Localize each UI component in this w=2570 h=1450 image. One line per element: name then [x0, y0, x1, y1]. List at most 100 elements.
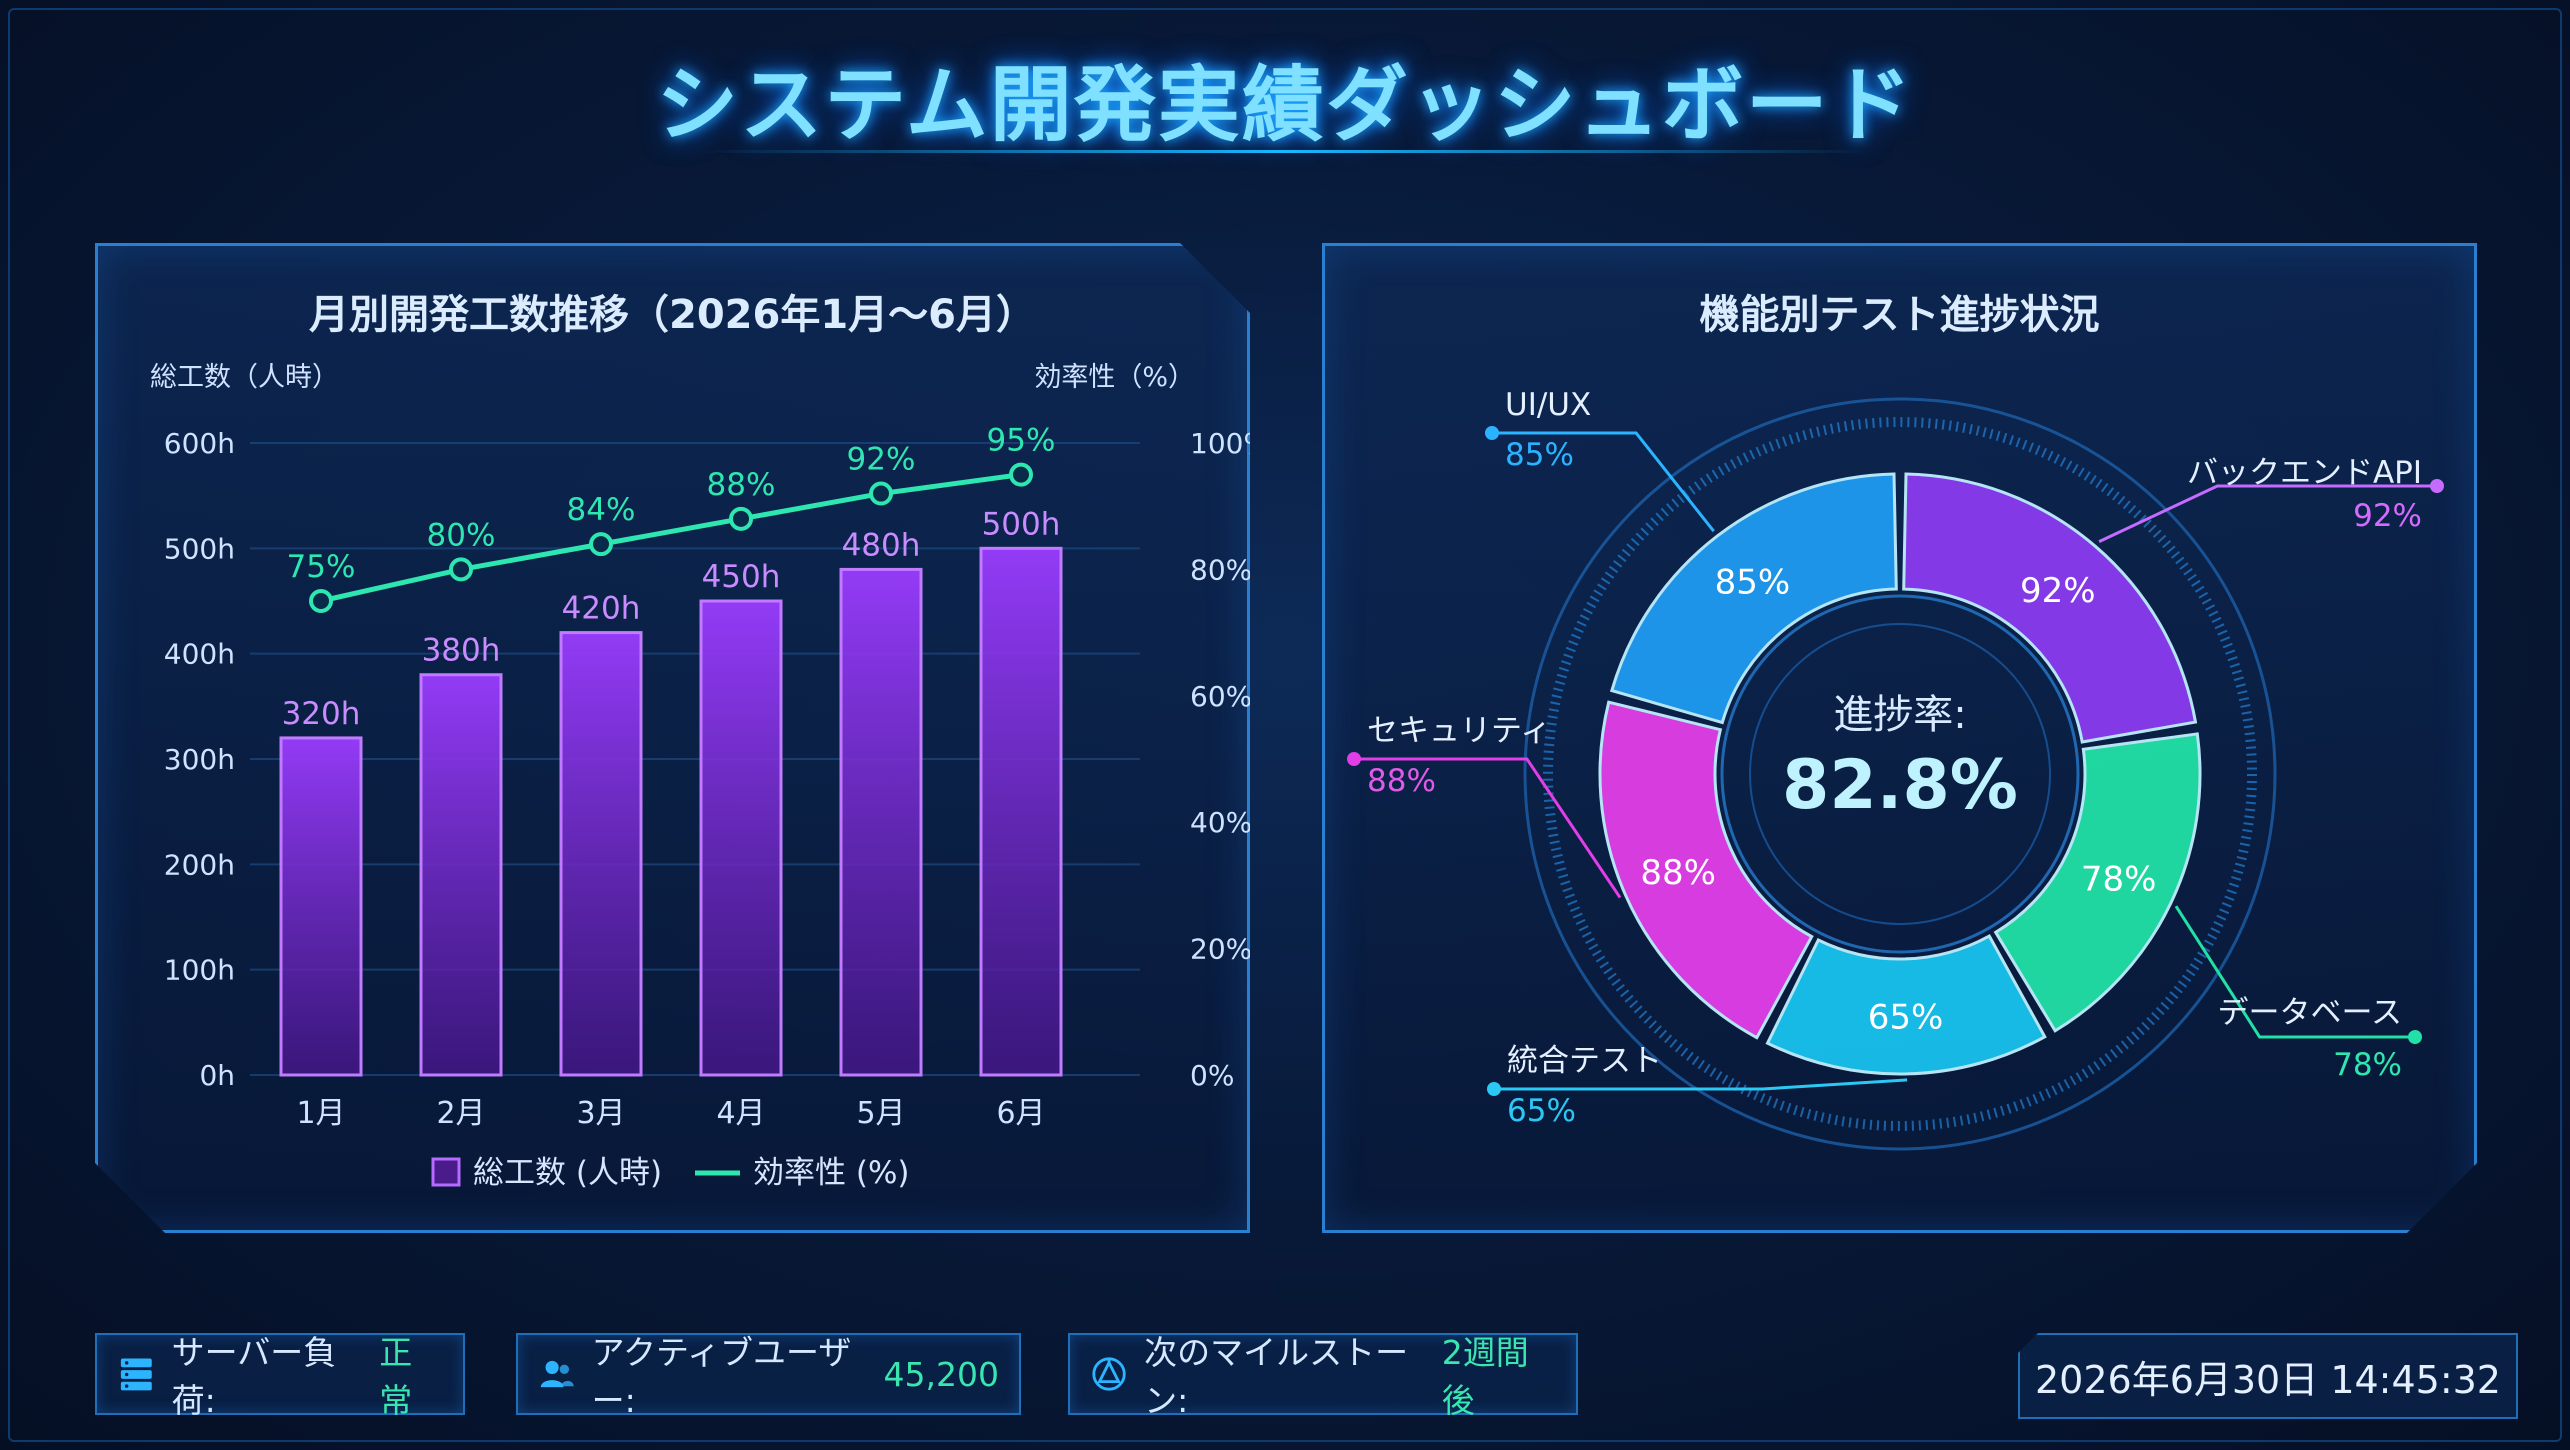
server-load-label: サーバー負荷:: [171, 1333, 337, 1420]
x-tick-label: 3月: [576, 1096, 625, 1131]
callout-name-label: セキュリティ: [1367, 713, 1551, 749]
efficiency-point: [449, 557, 473, 582]
efficiency-point: [309, 589, 333, 613]
donut-slice: [1598, 700, 1814, 1040]
bar-value-label: 480h: [842, 527, 921, 563]
y-left-tick-label: 400h: [164, 638, 235, 671]
bar-value-label: 500h: [982, 506, 1061, 542]
efficiency-line: [320, 472, 1022, 604]
y-left-tick-label: 200h: [164, 848, 235, 881]
slice-value-label: 65%: [1868, 997, 1944, 1037]
bar-value-label: 450h: [702, 559, 781, 595]
slice-value-label: 78%: [2081, 860, 2157, 900]
milestone-icon: [1092, 1357, 1126, 1391]
center-value: 82.8%: [1782, 746, 2018, 825]
donut-slice: [1993, 732, 2202, 1033]
donut-decor: [1523, 397, 2277, 1151]
callout-line: [1494, 1078, 1908, 1091]
callout-value-label: 78%: [2333, 1047, 2402, 1083]
legend-line-label: 効率性 (%): [753, 1155, 910, 1191]
callout-line: [1354, 757, 1622, 899]
slice-value-label: 88%: [1640, 853, 1716, 893]
y-right-tick-label: 100%: [1190, 427, 1250, 460]
callout-line: [1492, 431, 1715, 533]
efficiency-value-label: 95%: [987, 423, 1056, 459]
y-left-tick-label: 600h: [164, 427, 235, 460]
title-underline: [700, 150, 1870, 153]
server-load-status: サーバー負荷: 正常: [95, 1333, 465, 1420]
y-right-tick-label: 80%: [1190, 553, 1250, 586]
y-left-tick-label: 300h: [164, 743, 235, 776]
y-left-axis-label: 総工数（人時）: [150, 362, 339, 393]
y-right-axis-label: 効率性（%）: [1034, 362, 1195, 393]
milestone-value: 2週間後: [1441, 1333, 1529, 1420]
efficiency-point: [729, 506, 753, 531]
current-datetime: 2026年6月30日 14:45:32: [2018, 1333, 2518, 1419]
dashboard-title: システム開発実績ダッシュボード: [656, 58, 1914, 153]
bar: [559, 631, 643, 1077]
active-users-value: 45,200: [883, 1354, 999, 1394]
monthly-hours-chart: 320h 380h 420h 450h 480h 500h 75% 80% 84% 88% 92%…: [150, 362, 1250, 1191]
donut-slice: [1902, 472, 2198, 744]
callout-name-label: データベース: [2218, 995, 2402, 1031]
donut-slice: [1765, 933, 2047, 1076]
y-left-tick-label: 500h: [164, 532, 235, 565]
slice-value-label: 92%: [2020, 571, 2096, 611]
callout-value-label: 92%: [2353, 498, 2422, 534]
efficiency-value-label: 80%: [427, 517, 496, 553]
callout-name-label: UI/UX: [1505, 387, 1591, 423]
callout-value-label: 65%: [1507, 1093, 1576, 1129]
dashboard-frame: [8, 8, 2562, 1442]
callout-dot: [2430, 479, 2444, 493]
y-right-tick-label: 20%: [1190, 933, 1250, 966]
efficiency-value-label: 92%: [847, 442, 916, 478]
test-progress-title: 機能別テスト進捗状況: [1699, 292, 2100, 338]
callout-dot: [1487, 1082, 1501, 1096]
bar: [979, 546, 1063, 1077]
callout-dot: [1485, 426, 1499, 440]
x-tick-label: 2月: [436, 1096, 485, 1131]
efficiency-point: [589, 532, 613, 557]
bar-value-label: 380h: [422, 633, 501, 669]
x-tick-label: 6月: [996, 1096, 1045, 1131]
efficiency-point: [1009, 462, 1033, 487]
bar: [839, 567, 923, 1077]
milestone-label: 次のマイルストーン:: [1144, 1333, 1409, 1420]
test-progress-donut-chart: 92% 78% 65% 88% 85% バックエンドAPI 92% データベース 78% 統合テ…: [1347, 387, 2444, 1151]
bar: [699, 599, 783, 1077]
callout-value-label: 85%: [1505, 437, 1574, 473]
y-right-tick-label: 60%: [1190, 680, 1250, 713]
callout-value-label: 88%: [1367, 763, 1436, 799]
x-tick-label: 1月: [296, 1096, 345, 1131]
y-left-tick-label: 100h: [164, 954, 235, 987]
center-label: 進捗率:: [1833, 692, 1966, 738]
legend: 総工数 (人時) 効率性 (%): [431, 1155, 910, 1191]
callout-line: [2098, 484, 2437, 543]
y-right-tick-label: 40%: [1190, 806, 1250, 839]
efficiency-value-label: 88%: [707, 467, 776, 503]
active-users-label: アクティブユーザー:: [591, 1333, 852, 1420]
callout-dot: [1347, 752, 1361, 766]
y-right-tick-label: 0%: [1190, 1059, 1234, 1092]
efficiency-point: [869, 481, 893, 506]
callout-name-label: 統合テスト: [1507, 1043, 1662, 1079]
x-tick-label: 4月: [716, 1096, 765, 1131]
x-tick-label: 5月: [856, 1096, 905, 1131]
slice-value-label: 85%: [1715, 563, 1791, 603]
legend-bar-label: 総工数 (人時): [473, 1155, 662, 1191]
bar: [279, 736, 363, 1077]
bar: [419, 673, 503, 1077]
server-icon: [120, 1358, 152, 1391]
donut-slice: [1609, 472, 1898, 725]
bar-value-label: 320h: [282, 696, 361, 732]
active-users-status: アクティブユーザー: 45,200: [516, 1333, 1021, 1420]
efficiency-value-label: 84%: [567, 492, 636, 528]
callout-line: [2174, 905, 2415, 1039]
users-icon: [540, 1360, 574, 1388]
efficiency-value-label: 75%: [287, 549, 356, 585]
bar-value-label: 420h: [562, 591, 641, 627]
legend-bar-swatch: [431, 1157, 461, 1187]
callout-name-label: バックエンドAPI: [2187, 455, 2422, 491]
y-left-tick-label: 0h: [199, 1059, 235, 1092]
milestone-status: 次のマイルストーン: 2週間後: [1068, 1333, 1578, 1420]
